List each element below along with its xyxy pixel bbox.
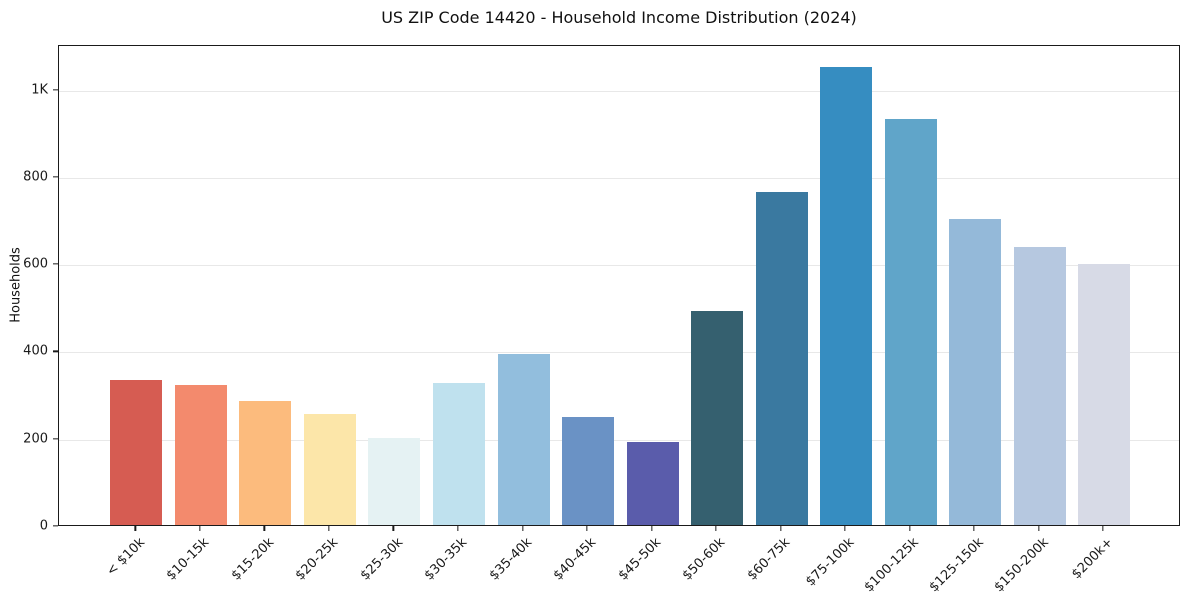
x-tick-label: $15-20k bbox=[228, 535, 278, 584]
y-tick-label: 600 bbox=[23, 256, 48, 272]
chart-title: US ZIP Code 14420 - Household Income Dis… bbox=[381, 8, 857, 27]
x-tick-label: $40-45k bbox=[551, 535, 600, 584]
bar bbox=[562, 416, 615, 525]
bar bbox=[1013, 246, 1066, 525]
x-tick-mark bbox=[199, 526, 201, 531]
y-tick-mark bbox=[53, 350, 58, 353]
bar bbox=[174, 384, 227, 525]
x-tick-label: $25-30k bbox=[357, 535, 407, 584]
x-tick-label: $35-40k bbox=[486, 535, 536, 584]
x-tick-label: $125-150k bbox=[926, 535, 987, 595]
x-tick-mark bbox=[844, 526, 846, 531]
y-tick-mark bbox=[53, 176, 58, 178]
bar bbox=[949, 219, 1002, 525]
bar bbox=[110, 379, 163, 525]
y-tick-mark bbox=[53, 88, 58, 91]
x-tick-label: $30-35k bbox=[422, 535, 471, 584]
gridline bbox=[59, 265, 1179, 267]
x-tick-mark bbox=[457, 526, 459, 531]
bar bbox=[1078, 264, 1131, 525]
x-tick-mark bbox=[973, 526, 975, 531]
x-tick-mark bbox=[1102, 526, 1104, 531]
bar bbox=[432, 382, 485, 525]
bar bbox=[691, 311, 744, 525]
x-tick-mark bbox=[328, 526, 330, 531]
gridline bbox=[59, 177, 1179, 179]
bar bbox=[884, 119, 937, 525]
x-tick-label: $10-15k bbox=[164, 535, 213, 584]
x-tick-label: < $10k bbox=[103, 535, 149, 580]
x-tick-mark bbox=[586, 526, 588, 531]
gridline bbox=[59, 352, 1179, 354]
bar bbox=[239, 400, 292, 525]
x-tick-label: $45-50k bbox=[615, 535, 665, 584]
y-tick-mark bbox=[53, 263, 58, 265]
y-tick-label: 800 bbox=[23, 169, 48, 185]
gridline bbox=[59, 439, 1179, 441]
y-tick-mark bbox=[53, 525, 58, 527]
bar bbox=[303, 414, 356, 525]
x-tick-mark bbox=[650, 526, 653, 531]
x-tick-label: $20-25k bbox=[293, 535, 342, 584]
x-tick-mark bbox=[779, 526, 782, 531]
x-tick-mark bbox=[1037, 526, 1040, 531]
y-tick-label: 0 bbox=[39, 518, 48, 534]
x-tick-mark bbox=[263, 526, 266, 531]
x-tick-label: $50-60k bbox=[680, 535, 729, 584]
x-tick-mark bbox=[521, 526, 524, 531]
bar bbox=[755, 191, 808, 525]
y-axis-label: Households bbox=[8, 247, 24, 323]
bar bbox=[820, 66, 873, 525]
x-tick-label: $60-75k bbox=[744, 535, 794, 584]
x-tick-label: $150-200k bbox=[991, 535, 1052, 595]
x-tick-mark bbox=[715, 526, 717, 531]
bar bbox=[497, 354, 550, 525]
x-tick-mark bbox=[392, 526, 395, 531]
y-tick-mark bbox=[53, 438, 58, 440]
plot-area bbox=[58, 45, 1180, 526]
bar bbox=[368, 438, 421, 525]
x-tick-mark bbox=[134, 526, 137, 531]
y-tick-label: 200 bbox=[23, 431, 48, 447]
x-tick-label: $100-125k bbox=[862, 535, 923, 595]
y-tick-label: 1K bbox=[31, 82, 48, 98]
x-tick-label: $200k+ bbox=[1068, 535, 1116, 583]
y-tick-label: 400 bbox=[23, 343, 48, 359]
bar bbox=[626, 442, 679, 525]
x-tick-label: $75-100k bbox=[803, 535, 858, 590]
gridline bbox=[59, 90, 1179, 92]
x-tick-mark bbox=[908, 526, 911, 531]
